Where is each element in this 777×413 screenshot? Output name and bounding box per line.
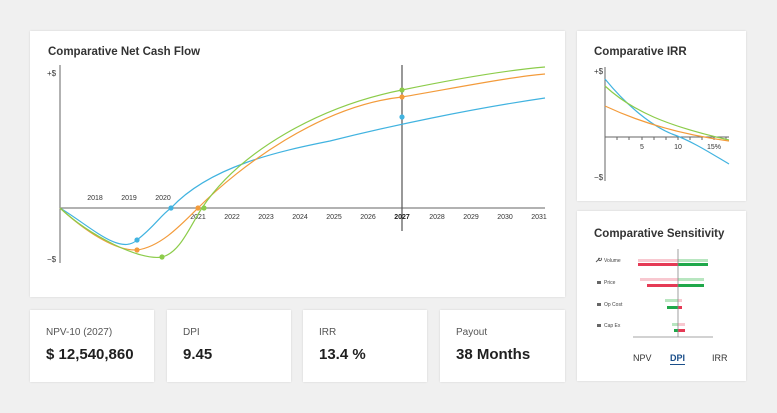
- bar-green: [674, 329, 678, 332]
- tab-irr[interactable]: IRR: [712, 353, 728, 363]
- tab-dpi[interactable]: DPI: [670, 353, 686, 365]
- year-label: 2024: [292, 214, 308, 221]
- lock-icon: [597, 303, 601, 306]
- kpi-card-irr: IRR 13.4 %: [303, 310, 427, 382]
- y-bottom-label: −$: [594, 173, 604, 182]
- x-tick-label: 10: [674, 144, 682, 151]
- bar-pink: [678, 299, 682, 302]
- bar-light-green: [678, 278, 704, 281]
- year-label: 2022: [224, 214, 240, 221]
- irr-line-blue[interactable]: [604, 78, 730, 165]
- year-label: 2023: [258, 214, 274, 221]
- bar-red: [638, 263, 678, 266]
- green-point[interactable]: [159, 254, 165, 260]
- kpi-value: 38 Months: [456, 346, 531, 363]
- year-labels-above: 2018 2019 2020: [87, 195, 171, 202]
- irr-chart[interactable]: +$ −$ 5 10 15%: [577, 31, 746, 201]
- year-label: 2021: [190, 214, 206, 221]
- bar-green: [678, 263, 708, 266]
- green-point[interactable]: [201, 205, 207, 211]
- bar-red: [678, 306, 682, 309]
- year-label: 2028: [429, 214, 445, 221]
- sensitivity-row-op-cost[interactable]: Op Cost: [597, 299, 682, 309]
- kpi-card-payout: Payout 38 Months: [440, 310, 565, 382]
- year-label: 2029: [463, 214, 479, 221]
- bar-light-green: [672, 323, 678, 326]
- sensitivity-row-label: Op Cost: [604, 302, 623, 308]
- bar-light-green: [678, 259, 708, 262]
- series-line-green[interactable]: [59, 66, 546, 258]
- sensitivity-row-volume[interactable]: Volume: [595, 257, 708, 266]
- irr-line-green[interactable]: [604, 85, 730, 141]
- year-label: 2020: [155, 195, 171, 202]
- sensitivity-title: Comparative Sensitivity: [594, 228, 725, 240]
- sensitivity-row-label: Cap Ex: [604, 323, 621, 329]
- sensitivity-row-cap-ex[interactable]: Cap Ex: [597, 323, 685, 332]
- bar-pink: [640, 278, 678, 281]
- irr-card: Comparative IRR +$ −$ 5 10 15%: [577, 31, 746, 201]
- sensitivity-row-label: Price: [604, 280, 616, 286]
- orange-point[interactable]: [195, 205, 201, 211]
- year-label: 2031: [531, 214, 547, 221]
- blue-point[interactable]: [134, 237, 140, 243]
- sensitivity-chart[interactable]: Volume Price Op Cost Cap Ex: [577, 211, 746, 381]
- x-tick-label: 15%: [707, 144, 721, 151]
- bar-light-green: [665, 299, 678, 302]
- kpi-value: $ 12,540,860: [46, 346, 134, 363]
- series-line-blue[interactable]: [59, 97, 546, 246]
- kpi-value: 13.4 %: [319, 346, 366, 363]
- y-bottom-label: −$: [47, 255, 57, 264]
- lock-icon: [597, 324, 601, 327]
- kpi-label: IRR: [319, 327, 337, 338]
- bar-red: [678, 329, 685, 332]
- x-ticks: [616, 137, 727, 140]
- cash-flow-chart[interactable]: +$ −$ 2018 2019 2020 2021 2022 2023 2024…: [30, 31, 565, 297]
- x-tick-label: 5: [640, 144, 644, 151]
- sensitivity-row-price[interactable]: Price: [597, 278, 704, 287]
- blue-point[interactable]: [399, 114, 405, 120]
- tab-npv[interactable]: NPV: [633, 353, 652, 363]
- year-label: 2025: [326, 214, 342, 221]
- year-label: 2019: [121, 195, 137, 202]
- y-top-label: +$: [47, 69, 57, 78]
- green-point[interactable]: [399, 87, 405, 93]
- kpi-card-npv: NPV-10 (2027) $ 12,540,860: [30, 310, 154, 382]
- series-line-orange[interactable]: [59, 73, 546, 251]
- bar-pink: [678, 323, 685, 326]
- y-top-label: +$: [594, 67, 604, 76]
- lock-icon: [597, 281, 601, 284]
- year-label: 2018: [87, 195, 103, 202]
- kpi-label: Payout: [456, 327, 488, 338]
- year-label: 2026: [360, 214, 376, 221]
- sensitivity-row-label: Volume: [604, 258, 621, 264]
- wrench-icon: [595, 257, 602, 263]
- irr-title: Comparative IRR: [594, 46, 687, 58]
- bar-green: [667, 306, 678, 309]
- orange-point[interactable]: [134, 247, 140, 253]
- bar-red: [647, 284, 678, 287]
- irr-line-orange[interactable]: [604, 105, 730, 142]
- blue-point[interactable]: [168, 205, 174, 211]
- cash-flow-card: Comparative Net Cash Flow +$ −$ 2018 201…: [30, 31, 565, 297]
- kpi-value: 9.45: [183, 346, 213, 363]
- kpi-card-dpi: DPI 9.45: [167, 310, 291, 382]
- orange-point[interactable]: [399, 94, 405, 100]
- bar-pink: [638, 259, 678, 262]
- kpi-label: DPI: [183, 327, 200, 338]
- sensitivity-card: Comparative Sensitivity Volume Price Op …: [577, 211, 746, 381]
- year-label-highlighted: 2027: [394, 214, 410, 221]
- cash-flow-title: Comparative Net Cash Flow: [48, 46, 201, 58]
- kpi-label: NPV-10 (2027): [46, 327, 113, 338]
- year-labels-below: 2021 2022 2023 2024 2025 2026 2027 2028 …: [190, 214, 547, 221]
- year-label: 2030: [497, 214, 513, 221]
- bar-green: [678, 284, 704, 287]
